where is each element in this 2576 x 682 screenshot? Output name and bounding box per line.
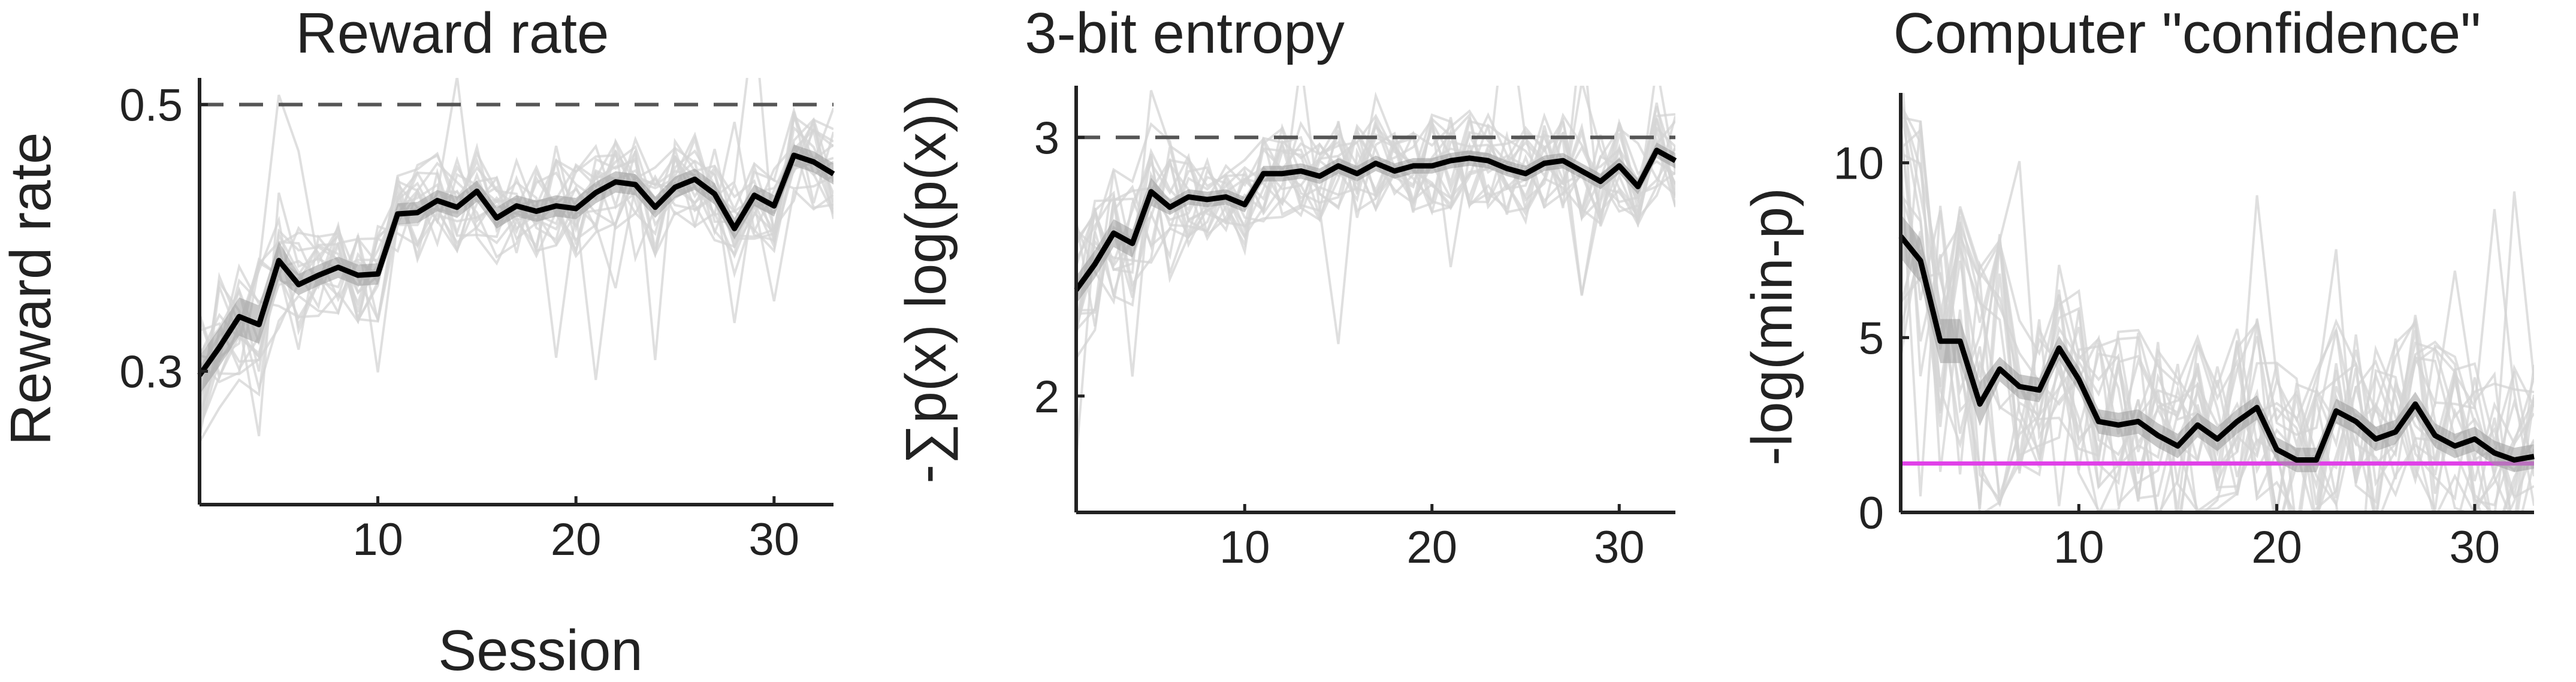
individual-trace xyxy=(1901,120,2534,512)
individual-trace xyxy=(1076,122,1675,301)
individual-traces xyxy=(1076,86,1675,458)
y-tick-label: 10 xyxy=(1833,138,1884,189)
y-tick-label: 0.5 xyxy=(119,80,183,131)
mean-line xyxy=(1898,234,2535,463)
plot-area: 10 20 30 0.3 0.5 xyxy=(119,78,835,565)
panel-title: 3-bit entropy xyxy=(1025,1,1345,65)
panel-title: Computer "confidence" xyxy=(1894,1,2481,65)
y-tick-label: 2 xyxy=(1034,372,1059,423)
individual-trace xyxy=(1901,123,2534,512)
y-tick-label: 3 xyxy=(1034,113,1059,164)
x-tick-label: 30 xyxy=(1594,522,1645,573)
individual-traces xyxy=(1901,93,2534,512)
plot-area: 10 20 30 2 3 xyxy=(1034,86,1677,573)
panel-title: Reward rate xyxy=(296,1,609,65)
x-tick-label: 20 xyxy=(551,514,602,565)
individual-trace xyxy=(1076,90,1675,274)
plot-area: 10 20 30 0 5 10 xyxy=(1833,93,2535,573)
individual-trace xyxy=(1901,231,2534,512)
y-axis-label: -∑p(x) log(p(x)) xyxy=(894,94,958,484)
y-tick-label: 0.3 xyxy=(119,347,183,398)
mean-line xyxy=(1074,147,1677,292)
y-axis-label: -log(min-p) xyxy=(1740,188,1804,466)
y-axis-label: Reward rate xyxy=(0,132,63,446)
panel-3-bit-entropy: 3-bit entropy -∑p(x) log(p(x)) 10 20 30 2 3 xyxy=(894,1,1677,573)
individual-trace xyxy=(1076,119,1675,315)
sem-band xyxy=(1901,214,2534,472)
y-tick-label: 5 xyxy=(1859,313,1884,364)
x-axis-label: Session xyxy=(438,618,643,682)
x-tick-label: 10 xyxy=(2053,522,2104,573)
panel-reward-rate: Reward rate Reward rate Session 10 20 30 0.… xyxy=(0,1,835,682)
x-tick-label: 20 xyxy=(2251,522,2302,573)
individual-trace xyxy=(1076,113,1675,330)
y-tick-label: 0 xyxy=(1859,488,1884,539)
panel-computer-confidence: Computer "confidence" -log(min-p) 10 20 30… xyxy=(1740,1,2535,573)
individual-trace xyxy=(1076,113,1675,295)
mean-line xyxy=(197,152,835,377)
individual-trace xyxy=(1901,97,2534,512)
individual-trace xyxy=(1901,104,2534,512)
x-tick-label: 20 xyxy=(1406,522,1457,573)
x-tick-label: 10 xyxy=(352,514,403,565)
x-tick-label: 30 xyxy=(749,514,800,565)
x-tick-label: 30 xyxy=(2450,522,2500,573)
x-tick-label: 10 xyxy=(1219,522,1270,573)
